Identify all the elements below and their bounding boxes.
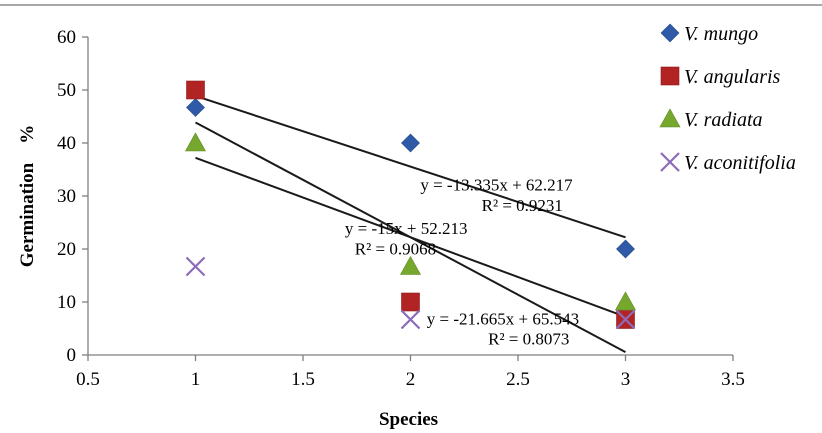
trendline-equation-label: y = -15x + 52.213: [345, 219, 468, 238]
y-tick-label: 40: [57, 133, 76, 154]
cross-stroke: [615, 309, 636, 330]
trendline: [195, 156, 626, 318]
point-v-mungo: [186, 98, 205, 117]
legend-marker-v-mungo: [660, 23, 680, 43]
y-tick-label: 60: [57, 27, 76, 48]
legend-label-v-radiata: V. radiata: [684, 109, 763, 131]
point-v-mungo: [616, 239, 635, 259]
point-v-aconitifolia: [185, 256, 206, 277]
cross-stroke: [185, 256, 206, 277]
cross-stroke: [400, 309, 421, 330]
point-v-radiata: [614, 291, 637, 311]
x-tick-label: 3.5: [721, 369, 745, 390]
point-v-radiata: [184, 132, 207, 152]
y-tick-label: 30: [57, 186, 76, 207]
legend-marker-v-radiata: [659, 108, 681, 128]
x-tick-label: 1: [191, 369, 201, 390]
y-tick-label: 10: [57, 292, 76, 313]
legend: V. mungo V. angularis V. radiata V. aconiti…: [659, 23, 796, 174]
trendline-equation-label: R² = 0.9068: [355, 239, 436, 258]
x-tick-label: 3: [621, 369, 631, 390]
trendline: [195, 94, 626, 239]
y-tick-label: 20: [57, 239, 76, 260]
x-tick-label: 0.5: [76, 369, 100, 390]
x-tick-label: 1.5: [291, 369, 315, 390]
legend-label-v-angularis: V. angularis: [684, 66, 781, 88]
data-points: [184, 80, 637, 330]
legend-marker-v-aconitifolia: [660, 152, 680, 172]
trendline-equation-label: R² = 0.8073: [488, 329, 569, 348]
legend-label-v-mungo: V. mungo: [684, 23, 758, 45]
legend-label-v-aconitifolia: V. aconitifolia: [684, 152, 796, 174]
y-tick-label: 0: [67, 345, 77, 366]
axes: 0 10 20 30 40 50 60 0.5 1 1.5 2 2.5 3 3.5: [57, 27, 745, 390]
legend-marker-v-angularis: [660, 66, 680, 86]
point-v-radiata: [399, 255, 422, 275]
point-v-angularis: [401, 292, 420, 312]
point-v-angularis: [186, 80, 205, 100]
x-tick-label: 2.5: [506, 369, 530, 390]
x-axis-title: Species: [379, 409, 438, 430]
cross-stroke: [660, 152, 680, 172]
trendline-equation-label: R² = 0.9231: [482, 196, 563, 215]
x-tick-label: 2: [406, 369, 416, 390]
trendline-equation-label: y = -13.335x + 62.217: [420, 176, 573, 195]
y-tick-label: 50: [57, 80, 76, 101]
y-axis-title: Germination %: [17, 125, 38, 268]
point-v-aconitifolia: [400, 309, 421, 330]
trendlines: [195, 94, 626, 353]
point-v-aconitifolia: [615, 309, 636, 330]
point-v-mungo: [401, 133, 420, 153]
trendline-equation-label: y = -21.665x + 65.543: [427, 309, 579, 328]
